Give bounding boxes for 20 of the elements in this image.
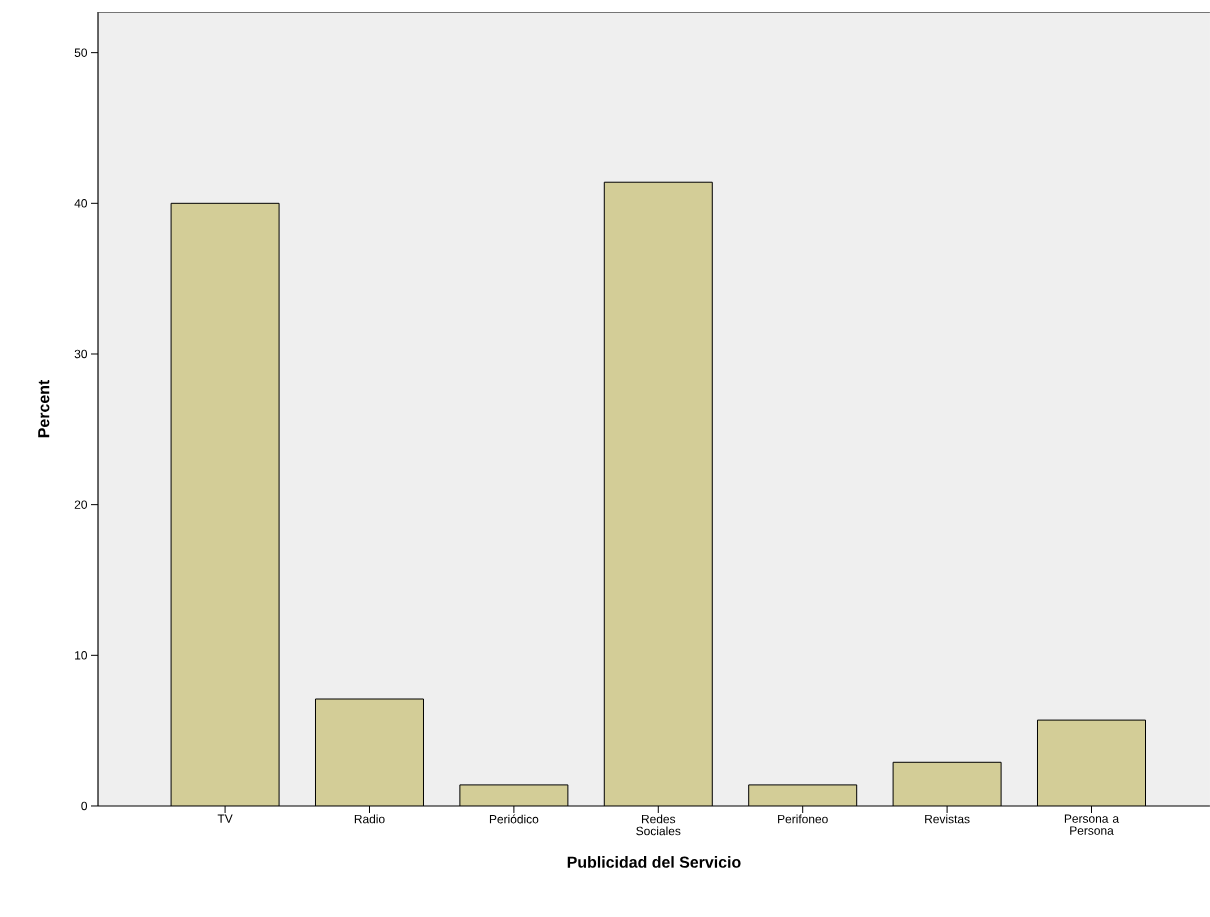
x-tick-label: Perifoneo [778,814,828,824]
x-tick-label: Periódico [489,814,539,824]
y-tick-label: 40 [74,199,88,208]
y-tick-label: 50 [74,48,88,57]
bar [604,182,713,806]
x-tick-label: Redes Sociales [636,814,681,836]
bar [171,203,280,806]
x-tick-label: Persona a Persona [1064,814,1120,835]
y-tick-label: 30 [74,349,88,359]
x-axis-title: Publicidad del Servicio [567,856,741,868]
y-axis-title: Percent [38,379,50,438]
y-tick-label: 10 [75,651,88,660]
x-tick-label: TV [217,814,233,823]
x-tick-label: Radio [354,814,385,824]
bar [893,762,1002,806]
x-tick-label: Revistas [925,814,970,824]
bar [315,699,424,806]
y-tick-label: 0 [81,801,88,811]
bar [1037,719,1146,806]
y-tick-label: 20 [74,500,88,509]
